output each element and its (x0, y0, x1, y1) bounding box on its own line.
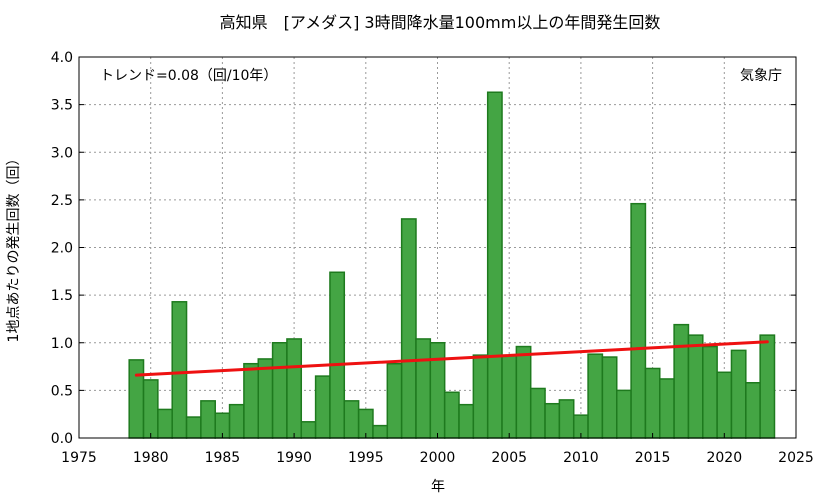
bar-1981 (157, 408, 173, 439)
bar-1979 (128, 359, 145, 439)
trend-line (134, 340, 769, 377)
bar-2001 (443, 391, 460, 439)
bar-2003 (472, 354, 489, 439)
x-axis-label: 年 (431, 479, 445, 495)
x-tick-label: 2020 (706, 450, 742, 466)
y-tick-label: 1.5 (51, 288, 73, 304)
bar-2023 (759, 334, 776, 439)
bar-2020 (716, 371, 733, 439)
bar-2005 (501, 354, 518, 439)
x-tick-label: 1990 (276, 450, 312, 466)
x-tick-label: 2015 (635, 450, 671, 466)
bar-2008 (544, 402, 561, 439)
bar-1987 (243, 362, 260, 439)
y-tick-label: 4.0 (51, 50, 73, 66)
x-tick-label: 2005 (491, 450, 527, 466)
bar-1989 (271, 342, 288, 439)
bar-2006 (515, 345, 532, 439)
bar-2002 (458, 403, 475, 439)
grid-lines (79, 57, 796, 438)
y-tick-label: 2.0 (51, 241, 73, 257)
y-tick-label: 0.0 (51, 431, 73, 447)
bars (128, 91, 776, 439)
bar-2022 (745, 382, 761, 439)
bar-2017 (673, 323, 690, 439)
bar-2018 (687, 334, 704, 439)
y-tick-label: 0.5 (51, 383, 73, 399)
y-tick-label: 1.0 (51, 336, 73, 352)
chart-title: 高知県 [アメダス] 3時間降水量100mm以上の年間発生回数 (220, 13, 661, 32)
bar-2014 (630, 202, 647, 439)
y-axis-label: 1地点あたりの発生回数（回） (6, 152, 22, 343)
bar-1990 (286, 338, 303, 439)
bar-1999 (415, 338, 432, 439)
bar-1997 (386, 362, 403, 439)
bar-2011 (587, 353, 604, 439)
bar-2015 (644, 367, 661, 439)
bar-2021 (730, 349, 747, 439)
bar-1996 (372, 424, 389, 439)
bar-2000 (429, 342, 446, 439)
bar-1993 (329, 271, 346, 439)
bar-1982 (171, 301, 188, 439)
bar-1992 (314, 375, 331, 439)
x-tick-label: 2000 (420, 450, 456, 466)
x-tick-label: 1985 (205, 450, 241, 466)
bar-2016 (659, 378, 675, 439)
x-tick-label: 2025 (778, 450, 814, 466)
bar-1984 (200, 400, 216, 439)
bar-2013 (616, 389, 632, 439)
y-tick-label: 2.5 (51, 193, 73, 209)
y-tick-label: 3.5 (51, 98, 73, 114)
x-tick-label: 2010 (563, 450, 599, 466)
bar-1998 (400, 218, 417, 439)
bar-2004 (486, 91, 503, 439)
y-axis: 0.0 0.5 1.0 1.5 2.0 2.5 3.0 3.5 4.0 (51, 50, 796, 447)
y-tick-label: 3.0 (51, 145, 73, 161)
x-tick-label: 1995 (348, 450, 384, 466)
agency-annotation: 気象庁 (740, 68, 782, 84)
bar-2019 (702, 345, 718, 439)
trend-annotation: トレンド=0.08（回/10年） (100, 68, 277, 84)
bar-2007 (529, 387, 546, 439)
x-tick-label: 1975 (61, 450, 97, 466)
x-tick-label: 1980 (133, 450, 169, 466)
bar-2012 (601, 356, 618, 439)
bar-1994 (343, 400, 360, 439)
bar-2009 (558, 399, 575, 439)
bar-1980 (142, 379, 159, 439)
bar-1988 (257, 358, 274, 439)
x-axis: 1975 1980 1985 1990 1995 2000 2005 2010 2015 2020… (61, 433, 814, 466)
bar-1991 (300, 421, 317, 439)
bar-1986 (228, 403, 245, 439)
bar-1983 (185, 416, 202, 439)
